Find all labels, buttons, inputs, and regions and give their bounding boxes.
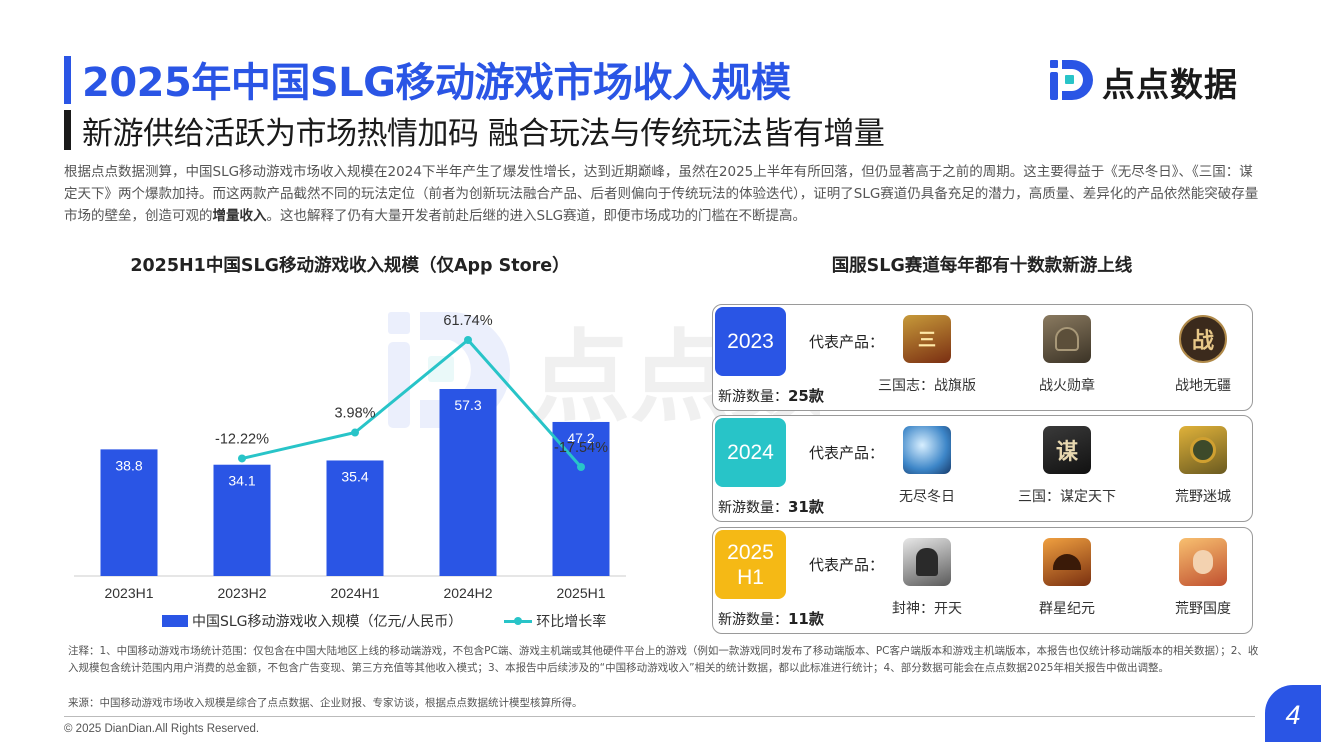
rep-products-label: 代表产品： — [809, 444, 885, 462]
bar-value-label: 57.3 — [454, 397, 481, 413]
year-box-line1: 2025 — [727, 540, 774, 564]
game-name: 三国：谋定天下 — [1018, 489, 1116, 505]
frozen-globe-icon — [903, 426, 951, 474]
game-name: 三国志：战旗版 — [878, 378, 976, 394]
year-box: 2024 — [715, 418, 786, 487]
description-highlight: 增量收入 — [212, 208, 267, 224]
growth-rate-point — [464, 336, 472, 344]
year-card-2024: 2024 代表产品： 新游数量：31款 无尽冬日 谋 三国：谋定天下 荒野迷城 — [712, 415, 1253, 522]
growth-rate-line — [241, 337, 583, 468]
logo-mark-icon — [1050, 60, 1093, 100]
revenue-bar — [100, 449, 158, 576]
game-name: 群星纪元 — [1039, 601, 1095, 617]
new-game-count: 新游数量：11款 — [718, 608, 824, 629]
page-subtitle: 新游供给活跃为市场热情加码 融合玩法与传统玩法皆有增量 — [82, 116, 885, 152]
game-card[interactable]: 荒野国度 — [1138, 538, 1268, 618]
count-prefix: 新游数量： — [718, 612, 788, 628]
hazmat-soldier-icon — [1179, 426, 1227, 474]
warrior-icon — [903, 538, 951, 586]
right-panel-title: 国服SLG赛道每年都有十数款新游上线 — [831, 256, 1133, 276]
game-card[interactable]: 无尽冬日 — [862, 426, 992, 506]
logo-text: 点点数据 — [1102, 65, 1238, 104]
game-card[interactable]: 战 战地无疆 — [1138, 315, 1268, 395]
copyright: © 2025 DianDian.All Rights Reserved. — [64, 723, 260, 735]
game-name: 荒野迷城 — [1175, 489, 1231, 505]
revenue-bar — [326, 460, 384, 576]
x-tick-label: 2023H2 — [217, 585, 266, 601]
bar-value-label: 47.2 — [567, 430, 594, 446]
bar-value-label: 38.8 — [115, 457, 142, 473]
game-card[interactable]: 谋 三国：谋定天下 — [1002, 426, 1132, 506]
revenue-bar — [213, 464, 271, 576]
heroine-icon — [1179, 538, 1227, 586]
chart-legend: 中国SLG移动游戏收入规模（亿元/人民币） 环比增长率 — [162, 611, 606, 631]
footer-divider — [64, 716, 1255, 717]
legend-bar-label: 中国SLG移动游戏收入规模（亿元/人民币） — [192, 614, 463, 630]
diandian-logo: 点点数据 — [1046, 54, 1271, 104]
x-tick-label: 2024H2 — [443, 585, 492, 601]
rep-products-label: 代表产品： — [809, 556, 885, 574]
page-number: 4 — [1265, 685, 1321, 742]
strategy-glyph-icon: 谋 — [1043, 426, 1091, 474]
description-part1: 根据点点数据测算，中国SLG移动游戏市场收入规模在2024下半年产生了爆发性增长… — [64, 164, 1259, 224]
war-glyph-icon: 战 — [1179, 315, 1227, 363]
footnotes: 注释：1、中国移动游戏市场统计范围：仅包含在中国大陆地区上线的移动端游戏，不包含… — [68, 645, 1259, 674]
growth-rate-label: 3.98% — [334, 406, 375, 422]
growth-rate-point — [238, 454, 246, 463]
new-game-count: 新游数量：25款 — [718, 385, 824, 406]
dragon-icon — [1043, 538, 1091, 586]
game-name: 无尽冬日 — [899, 489, 955, 505]
game-name: 战火勋章 — [1039, 378, 1095, 394]
three-kingdoms-flag-icon: 三 — [903, 315, 951, 363]
year-card-2025h1: 2025 H1 代表产品： 新游数量：11款 封神：开天 群星纪元 荒野国度 — [712, 527, 1253, 634]
game-name: 封神：开天 — [892, 601, 962, 617]
bar-value-label: 35.4 — [341, 468, 368, 484]
growth-rate-point — [351, 428, 359, 437]
growth-rate-point — [577, 463, 585, 471]
legend-line-label: 环比增长率 — [536, 614, 607, 630]
bar-value-label: 34.1 — [228, 473, 255, 489]
x-tick-label: 2023H1 — [104, 585, 153, 601]
x-tick-label: 2025H1 — [556, 585, 605, 601]
page-title: 2025年中国SLG移动游戏市场收入规模 — [82, 60, 791, 106]
description-paragraph: 根据点点数据测算，中国SLG移动游戏市场收入规模在2024下半年产生了爆发性增长… — [64, 161, 1264, 227]
game-name: 荒野国度 — [1175, 601, 1231, 617]
rep-products-label: 代表产品： — [809, 333, 885, 351]
soldier-icon — [1043, 315, 1091, 363]
description-part2: 。这也解释了仍有大量开发者前赴后继的进入SLG赛道，即便市场成功的门槛在不断提高… — [266, 208, 807, 224]
year-box: 2025 H1 — [715, 530, 786, 599]
count-prefix: 新游数量： — [718, 389, 788, 405]
game-card[interactable]: 群星纪元 — [1002, 538, 1132, 618]
source-note: 来源：中国移动游戏市场收入规模是综合了点点数据、企业财报、专家访谈，根据点点数据… — [68, 697, 583, 709]
game-name: 战地无疆 — [1175, 378, 1231, 394]
count-value: 11款 — [788, 610, 824, 628]
legend-line-swatch — [504, 615, 533, 627]
title-accent-bar — [64, 56, 71, 104]
revenue-bar — [439, 389, 497, 576]
game-card[interactable]: 封神：开天 — [862, 538, 992, 618]
new-game-count: 新游数量：31款 — [718, 496, 824, 517]
subtitle-accent-bar — [64, 110, 71, 150]
game-card[interactable]: 战火勋章 — [1002, 315, 1132, 395]
game-card[interactable]: 三 三国志：战旗版 — [862, 315, 992, 395]
game-card[interactable]: 荒野迷城 — [1138, 426, 1268, 506]
year-card-2023: 2023 代表产品： 新游数量：25款 三 三国志：战旗版 战火勋章 战 战地无… — [712, 304, 1253, 411]
growth-rate-label: -17.54% — [554, 440, 608, 456]
x-tick-label: 2024H1 — [330, 585, 379, 601]
legend-bar-swatch — [162, 615, 188, 627]
count-value: 25款 — [788, 387, 824, 405]
growth-rate-label: 61.74% — [443, 313, 492, 329]
growth-rate-label: -12.22% — [215, 431, 269, 447]
chart-title: 2025H1中国SLG移动游戏收入规模（仅App Store） — [130, 256, 570, 276]
year-box: 2023 — [715, 307, 786, 376]
revenue-chart: 38.8 2023H1 34.1 2023H2 35.4 2024H1 57.3 2024H2… — [74, 313, 626, 601]
count-prefix: 新游数量： — [718, 500, 788, 516]
year-box-line2: H1 — [737, 565, 764, 589]
count-value: 31款 — [788, 498, 824, 516]
